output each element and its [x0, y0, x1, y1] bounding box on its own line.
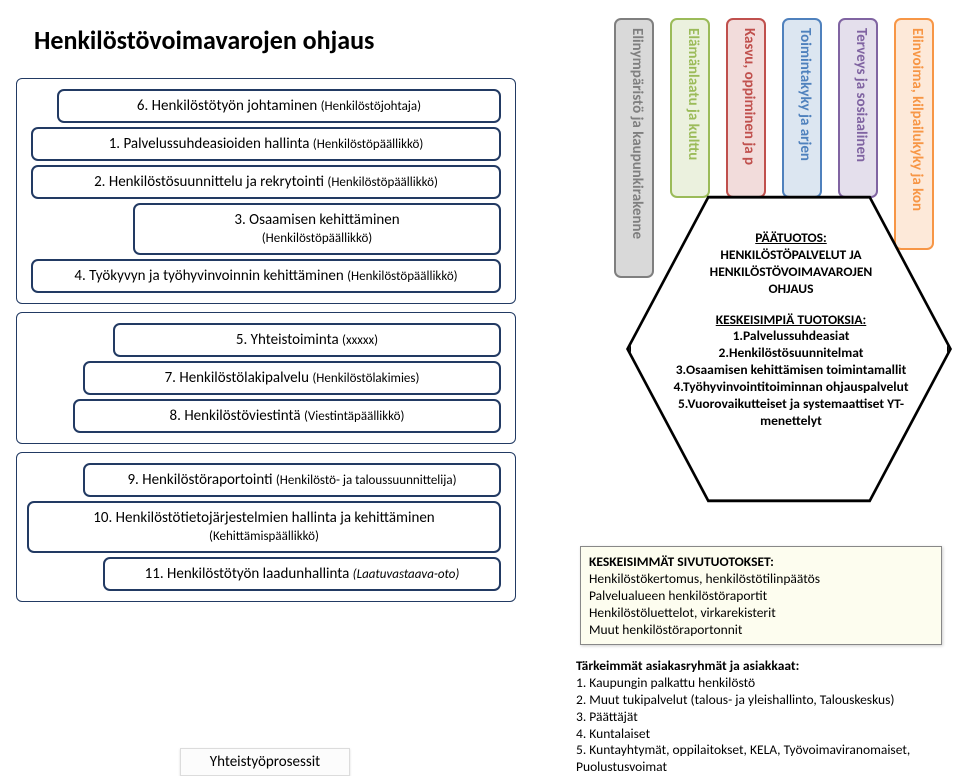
hex-main-line-1: HENKILÖSTÖVOIMAVAROJEN	[661, 264, 921, 281]
side-outputs-2: Henkilöstöluettelot, virkarekisterit	[589, 604, 933, 621]
customers-0: 1. Kaupungin palkattu henkilöstö	[576, 675, 956, 692]
process-item: 5. Yhteistoiminta (xxxxx)	[113, 323, 501, 357]
process-item: 4. Työkyvyn ja työhyvinvoinnin kehittämi…	[31, 259, 501, 293]
process-item: 11. Henkilöstötyön laadunhallinta (Laatu…	[103, 557, 501, 591]
hex-content: PÄÄTUOTOS: HENKILÖSTÖPALVELUT JA HENKILÖ…	[661, 230, 921, 430]
process-item: 8. Henkilöstöviestintä (Viestintäpäällik…	[73, 399, 501, 433]
group-box-2: 5. Yhteistoiminta (xxxxx) 7. Henkilöstöla…	[16, 312, 516, 444]
process-item: 6. Henkilöstötyön johtaminen (Henkilöstö…	[57, 89, 501, 123]
customers-1: 2. Muut tukipalvelut (talous- ja yleisha…	[576, 692, 956, 709]
customers-2: 3. Päättäjät	[576, 709, 956, 726]
theme-tab: Terveys ja sosiaalinen	[838, 18, 878, 198]
process-item: 3. Osaamisen kehittäminen(Henkilöstöpääl…	[133, 203, 501, 255]
theme-tab: Toimintakyky ja arjen	[782, 18, 822, 198]
coop-processes-label: Yhteistyöprosessit	[180, 748, 350, 776]
side-outputs-head: KESKEISIMMÄT SIVUTUOTOKSET:	[589, 553, 933, 570]
group-box-1: 6. Henkilöstötyön johtaminen (Henkilöstö…	[16, 78, 516, 304]
process-item: 2. Henkilöstösuunnittelu ja rekrytointi …	[31, 165, 501, 199]
hex-main-line-2: OHJAUS	[661, 281, 921, 298]
customers-block: Tärkeimmät asiakasryhmät ja asiakkaat: 1…	[576, 658, 956, 776]
process-item: 10. Henkilöstötietojärjestelmien hallint…	[27, 501, 501, 553]
hex-list-3: 4.Työhyvinvointitoiminnan ohjauspalvelut	[661, 379, 921, 396]
customers-head: Tärkeimmät asiakasryhmät ja asiakkaat:	[576, 658, 956, 675]
group-box-3: 9. Henkilöstöraportointi (Henkilöstö- ja…	[16, 452, 516, 602]
page-title: Henkilöstövoimavarojen ohjaus	[34, 24, 374, 56]
hexagon: PÄÄTUOTOS: HENKILÖSTÖPALVELUT JA HENKILÖ…	[625, 186, 955, 516]
side-outputs-1: Palvelualueen henkilöstöraportit	[589, 587, 933, 604]
hex-list-2: 3.Osaamisen kehittämisen toimintamallit	[661, 362, 921, 379]
process-item: 1. Palvelussuhdeasioiden hallinta (Henki…	[31, 127, 501, 161]
process-item: 7. Henkilöstölakipalvelu (Henkilöstölaki…	[83, 361, 501, 395]
process-item: 9. Henkilöstöraportointi (Henkilöstö- ja…	[83, 463, 501, 497]
theme-tab: Kasvu, oppiminen ja p	[726, 18, 766, 198]
customers-3: 4. Kuntalaiset	[576, 726, 956, 743]
left-column: 6. Henkilöstötyön johtaminen (Henkilöstö…	[16, 78, 516, 610]
hex-list-4: 5.Vuorovaikutteiset ja systemaattiset YT…	[661, 396, 921, 430]
hex-main-head: PÄÄTUOTOS:	[755, 229, 826, 246]
hex-main-line-0: HENKILÖSTÖPALVELUT JA	[661, 247, 921, 264]
hex-list-0: 1.Palvelussuhdeasiat	[661, 328, 921, 345]
customers-4: 5. Kuntayhtymät, oppilaitokset, KELA, Ty…	[576, 742, 956, 776]
theme-tab: Elämänlaatu ja kulttu	[670, 18, 710, 198]
side-outputs-box: KESKEISIMMÄT SIVUTUOTOKSET: Henkilöstöke…	[580, 546, 942, 645]
hex-list-1: 2.Henkilöstösuunnitelmat	[661, 345, 921, 362]
hex-list-head: KESKEISIMPIÄ TUOTOKSIA:	[716, 311, 867, 328]
side-outputs-0: Henkilöstökertomus, henkilöstötilinpäätö…	[589, 570, 933, 587]
side-outputs-3: Muut henkilöstöraportonnit	[589, 621, 933, 638]
